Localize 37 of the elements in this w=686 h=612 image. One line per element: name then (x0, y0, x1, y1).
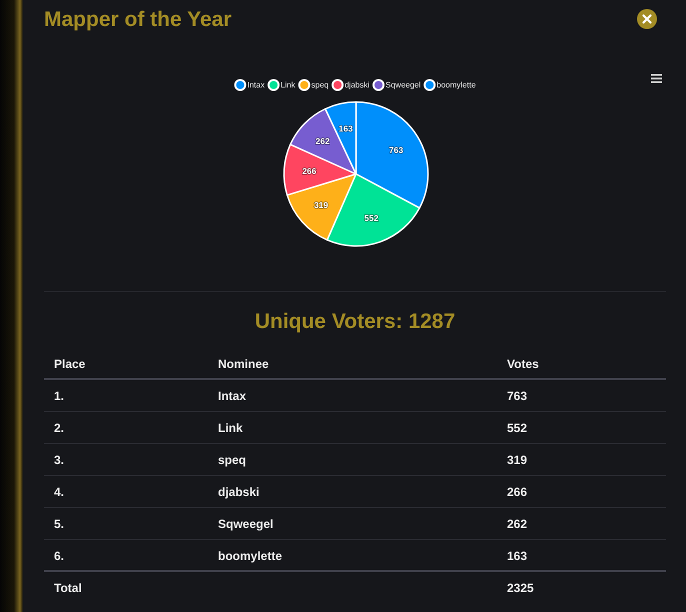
chart-title: Mapper of the Year (44, 7, 232, 33)
category-label: djabski (218, 485, 260, 499)
text: 266 (507, 484, 528, 500)
legend-label: boomylette (436, 80, 476, 90)
text: Place (54, 356, 86, 372)
category-label: Intax (218, 389, 246, 403)
data-label: 552 (364, 213, 379, 224)
category-label: boomylette (218, 549, 282, 563)
category-label: Link (218, 421, 243, 435)
text: 2. (54, 420, 64, 436)
data-label: 163 (338, 123, 354, 134)
text: Nominee (218, 356, 269, 372)
text: Total (54, 580, 82, 596)
text: 262 (507, 516, 528, 532)
data-label: 763 (389, 144, 404, 155)
legend-label: Intax (247, 80, 265, 90)
category-label: speq (218, 453, 246, 467)
text: 319 (507, 452, 528, 468)
legend-label: Sqweegel (386, 80, 421, 90)
legend-label: speq (311, 80, 329, 90)
text: Votes (507, 356, 539, 372)
text: 163 (507, 548, 528, 564)
text: 2325 (507, 581, 534, 595)
text: 3. (54, 452, 64, 468)
data-label: 262 (316, 136, 330, 146)
legend-label: Link (280, 80, 296, 90)
data-label: 266 (302, 166, 317, 176)
text: 763 (507, 388, 528, 404)
text: 6. (54, 548, 64, 564)
data-label: 319 (314, 200, 328, 210)
category-label: Sqweegel (218, 517, 274, 531)
legend-label: djabski (344, 80, 370, 90)
text: 1. (54, 388, 64, 404)
text: 552 (507, 420, 528, 436)
text: 4. (54, 484, 64, 500)
text: 5. (54, 516, 64, 532)
text: Unique Voters: 1287 (254, 309, 456, 335)
